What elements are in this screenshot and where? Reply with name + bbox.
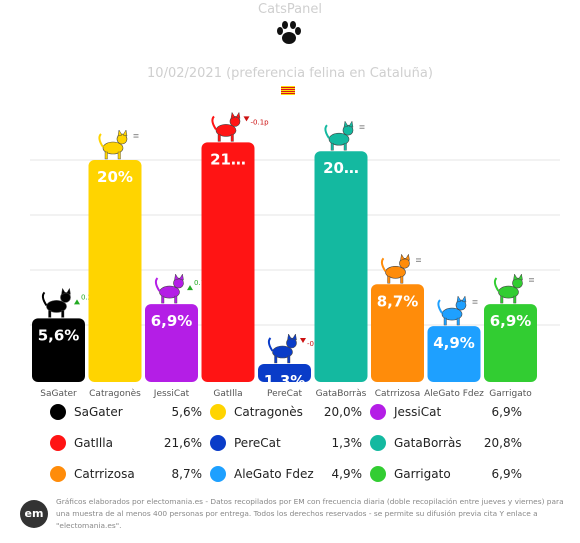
legend-value: 20,0% [323,405,362,419]
change-neutral-icon [359,125,365,129]
legend-swatch [210,435,226,451]
bar-value-label: 21… [210,150,246,168]
legend-swatch [210,404,226,420]
legend-value: 20,8% [483,436,522,450]
legend-name: Catragonès [234,405,303,419]
legend-item: Garrigato 6,9% [370,464,525,486]
category-label: GatIlla [213,389,242,399]
change-neutral-icon [133,134,139,138]
bar-value-label: 1,3% [264,372,306,390]
category-label: Catragonès [89,388,141,399]
change-label: -0.1p [251,118,270,126]
paw-icon [277,21,301,44]
change-neutral-icon [416,258,421,262]
category-label: AleGato Fdez [424,389,484,399]
legend-item: AleGato Fdez 4,9% [210,464,365,486]
legend-item: PereCat 1,3% [210,433,365,455]
bar-value-label: 20… [323,159,359,177]
chart-title: CatsPanel [258,2,322,17]
legend-item: SaGater 5,6% [50,402,205,424]
bar-perecat [258,364,311,382]
cat-icon [493,273,523,304]
legend-value: 4,9% [331,467,363,481]
legend-name: PereCat [234,436,281,450]
bar-gatilla [201,142,255,382]
legend-name: Catrrizosa [74,467,135,481]
legend-item: Catrrizosa 8,7% [50,464,205,486]
cat-icon [380,253,410,284]
legend-swatch [370,404,386,420]
legend-swatch [370,435,386,451]
legend-value: 6,9% [491,405,523,419]
change-neutral-icon [472,300,478,304]
legend-swatch [370,466,386,482]
bar-garrigato [484,304,537,382]
bar-value-label: 6,9% [151,312,193,330]
legend-item: Catragonès 20,0% [210,402,365,424]
legend-name: Garrigato [394,467,451,481]
cat-icon [41,287,71,318]
cat-icon [154,273,184,304]
legend-item: GatIlla 21,6% [50,433,205,455]
bar-sagater [32,318,85,382]
legend-name: GatIlla [74,436,113,450]
bar-value-label: 5,6% [38,326,80,344]
legend-name: JessiCat [394,405,442,419]
cat-icon [211,111,241,142]
cat-icon [267,333,297,364]
legend-value: 1,3% [331,436,363,450]
change-down-icon [243,116,250,122]
bar-catrrizosa [371,284,424,382]
legend-item: GataBorràs 20,8% [370,433,525,455]
legend-item: JessiCat 6,9% [370,402,525,424]
change-up-icon [74,299,80,305]
cat-icon [437,295,467,326]
cat-icon [324,120,354,151]
category-label: PereCat [267,389,302,399]
change-up-icon [187,285,193,291]
bar-chart: 5,6%SaGater0.2p20%Catragonès6,9%JessiCat… [30,111,560,399]
change-neutral-icon [529,278,534,282]
footer-note: Gráficos elaborados por electomania.es -… [56,497,564,530]
legend-swatch [50,466,66,482]
legend-swatch [50,404,66,420]
bar-value-label: 4,9% [433,334,475,352]
cat-icon [98,129,128,160]
change-down-icon [300,338,306,343]
bar-alegato-fdez [427,326,481,382]
bar-value-label: 8,7% [377,292,419,310]
legend-name: SaGater [74,405,123,419]
legend-value: 5,6% [171,405,203,419]
category-label: JessiCat [153,389,190,399]
catalan-flag-icon [281,86,295,95]
chart-subtitle: 10/02/2021 (preferencia felina en Catalu… [147,66,433,81]
bar-gataborr-s [314,151,368,382]
category-label: GataBorràs [316,389,367,399]
legend-swatch [50,435,66,451]
category-label: Garrigato [489,389,532,399]
bar-value-label: 20% [97,168,133,186]
bar-value-label: 6,9% [490,312,532,330]
legend-name: GataBorràs [394,436,462,450]
legend-value: 8,7% [171,467,203,481]
electomania-logo: em [20,500,48,528]
bar-jessicat [145,304,198,382]
bar-catragon-s [88,160,142,382]
legend-value: 21,6% [163,436,202,450]
legend-swatch [210,466,226,482]
category-label: Catrrizosa [375,389,421,399]
category-label: SaGater [40,389,77,399]
legend-value: 6,9% [491,467,523,481]
legend-name: AleGato Fdez [234,467,314,481]
